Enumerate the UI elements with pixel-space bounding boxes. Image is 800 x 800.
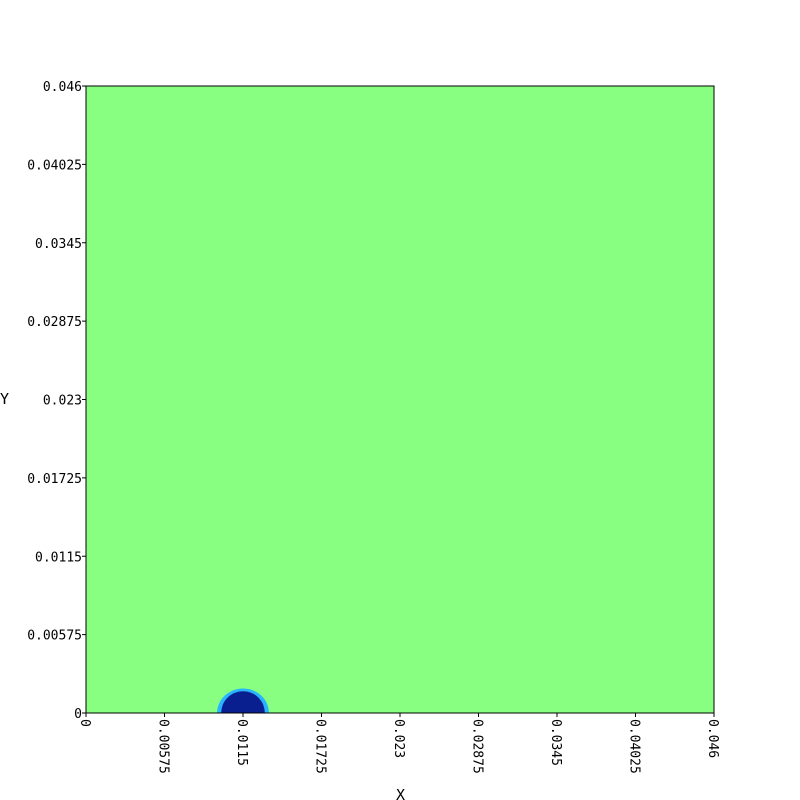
y-tick-label: 0.023 [43, 394, 82, 409]
feature-core [221, 691, 265, 713]
x-tick-label: 0.0345 [548, 719, 563, 766]
x-tick-label: 0.04025 [627, 719, 642, 774]
y-tick-label: 0.00575 [27, 629, 82, 644]
y-tick-label: 0.01725 [27, 472, 82, 487]
plot-area [85, 85, 715, 714]
x-tick-label: 0.02875 [470, 719, 485, 774]
y-tick-label: 0.04025 [27, 158, 82, 173]
y-axis-label: Y [0, 390, 9, 408]
y-tick-label: 0.02875 [27, 315, 82, 330]
y-axis-ticks: 0 0.00575 0.0115 0.01725 0.023 0.02875 0.0345 0… [27, 80, 86, 722]
x-axis-ticks: 0 0.00575 0.0115 0.01725 0.023 0.02875 0.0345 0… [77, 713, 720, 774]
x-tick-label: 0.0115 [234, 719, 249, 766]
x-tick-label: 0.023 [391, 719, 406, 758]
y-tick-label: 0 [74, 707, 82, 722]
x-axis-label: X [396, 786, 405, 800]
y-tick-label: 0.0345 [35, 237, 82, 252]
x-tick-label: 0.01725 [313, 719, 328, 774]
y-tick-label: 0.0115 [35, 550, 82, 565]
y-tick-label: 0.046 [43, 80, 82, 95]
x-tick-label: 0.046 [705, 719, 720, 758]
heatmap-field [86, 86, 714, 713]
x-tick-label: 0.00575 [156, 719, 171, 774]
x-tick-label: 0 [77, 719, 92, 727]
